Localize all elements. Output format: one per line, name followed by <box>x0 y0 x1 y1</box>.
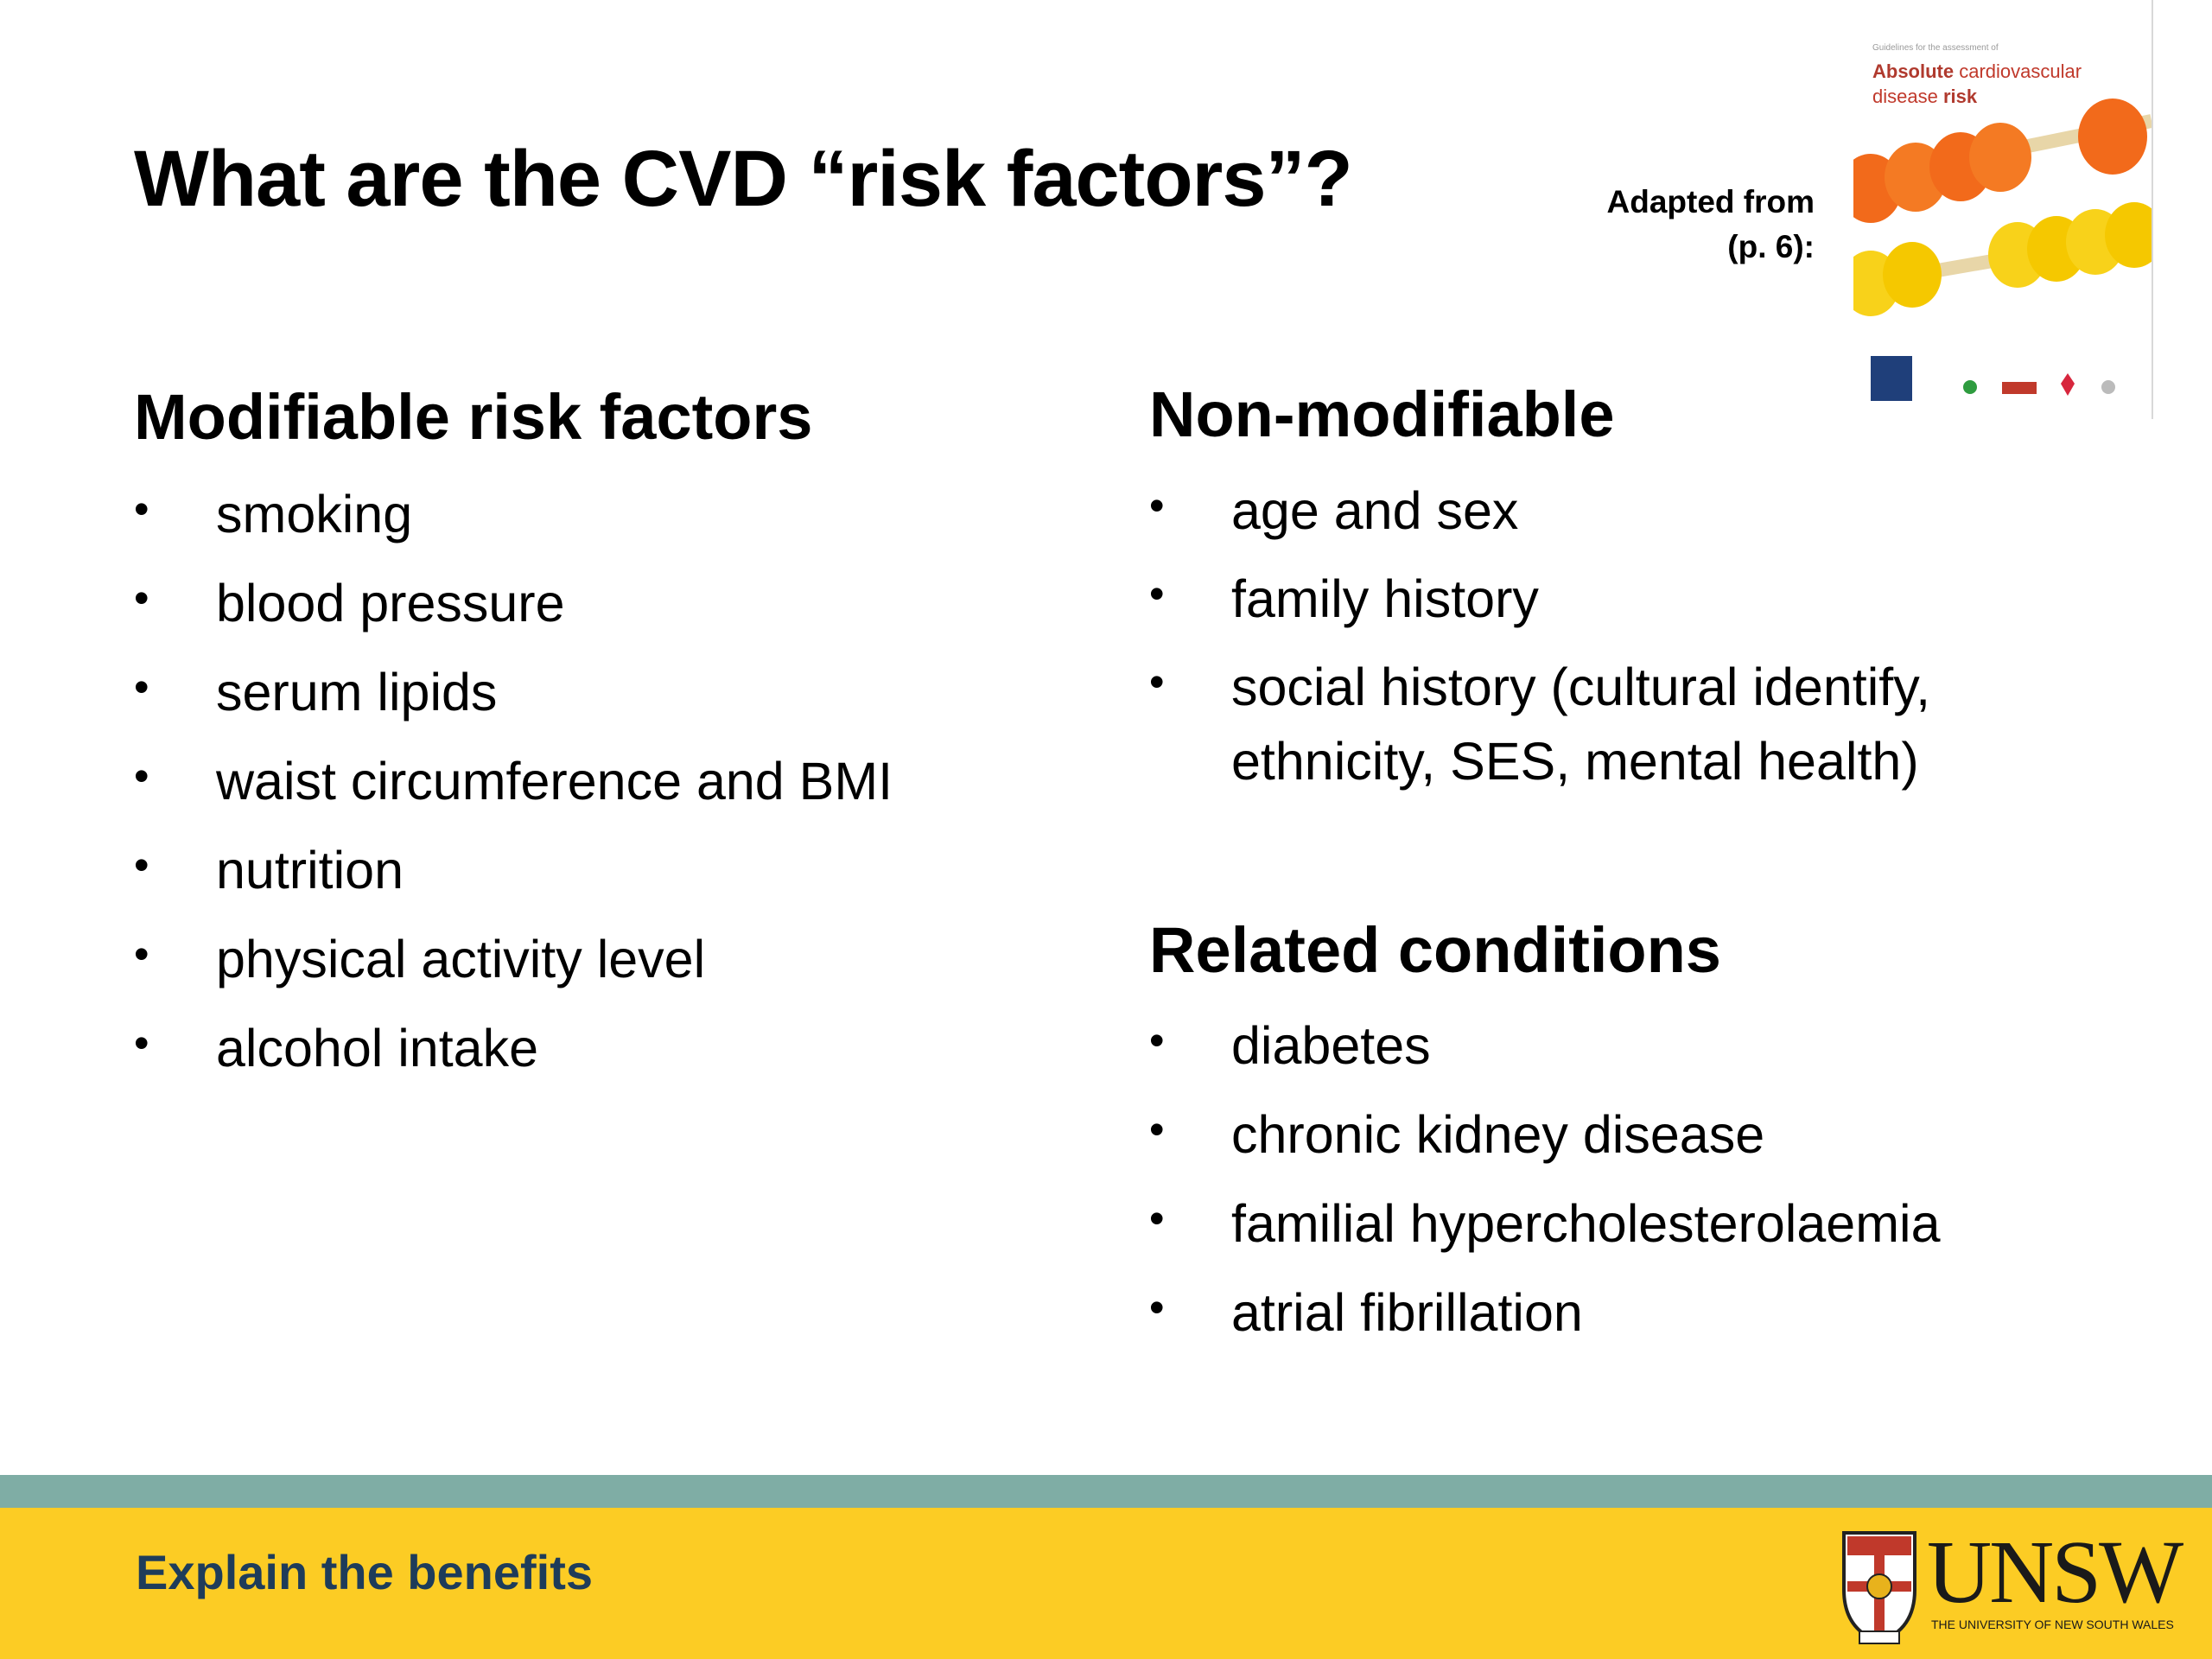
cover-title-bold-1: Absolute <box>1872 60 1955 82</box>
related-conditions-list: • diabetes • chronic kidney disease • famil… <box>1149 1015 1941 1371</box>
unsw-crest-icon <box>1842 1531 1916 1644</box>
unsw-subtitle: THE UNIVERSITY OF NEW SOUTH WALES <box>1931 1618 2174 1631</box>
list-item-text: nutrition <box>216 841 404 899</box>
list-item-text: diabetes <box>1231 1016 1431 1075</box>
list-item-text: age and sex <box>1231 481 1519 540</box>
list-item: • waist circumference and BMI <box>134 751 893 840</box>
list-item-text: alcohol intake <box>216 1019 539 1077</box>
bullet: • <box>134 1019 149 1067</box>
bullet: • <box>1149 1283 1165 1332</box>
list-item-text: social history (cultural identify, <box>1231 658 1931 716</box>
bullet: • <box>134 841 149 889</box>
bullet: • <box>134 930 149 978</box>
cover-title-bold-2: risk <box>1942 86 1978 107</box>
list-item: • physical activity level <box>134 929 893 1018</box>
list-item-text: familial hypercholesterolaemia <box>1231 1194 1941 1253</box>
cover-small-text: Guidelines for the assessment of <box>1872 43 1999 53</box>
bullet: • <box>134 485 149 533</box>
bullet: • <box>1149 569 1165 618</box>
bullet: • <box>134 574 149 622</box>
list-item-text: physical activity level <box>216 930 706 988</box>
cover-title-rest-1: cardiovascular <box>1954 60 2082 82</box>
list-item-continuation: ethnicity, SES, mental health) <box>1231 731 1930 805</box>
cover-partner-logos <box>1871 356 2115 401</box>
footer-text: Explain the benefits <box>136 1545 593 1599</box>
list-item: • diabetes <box>1149 1015 1941 1104</box>
adapted-line-1: Adapted from <box>1606 184 1815 219</box>
list-item: • family history <box>1149 569 1930 657</box>
orange-beads <box>1853 99 2147 223</box>
list-item: • social history (cultural identify, <box>1149 657 1931 731</box>
list-item-text: atrial fibrillation <box>1231 1283 1583 1342</box>
list-item-text: blood pressure <box>216 574 565 632</box>
list-item-text: serum lipids <box>216 663 498 721</box>
bullet: • <box>1149 481 1165 530</box>
list-item: • blood pressure <box>134 573 893 662</box>
cover-title: Absolute cardiovascular disease risk <box>1872 59 2082 109</box>
non-modifiable-heading: Non-modifiable <box>1149 378 1615 450</box>
bullet: • <box>1149 658 1165 706</box>
list-item: • smoking <box>134 484 893 573</box>
bullet: • <box>1149 1194 1165 1243</box>
list-item: • age and sex <box>1149 480 1930 569</box>
list-item: • atrial fibrillation <box>1149 1282 1941 1371</box>
list-item: • familial hypercholesterolaemia <box>1149 1193 1941 1282</box>
list-item: • chronic kidney disease <box>1149 1104 1941 1193</box>
unsw-wordmark: UNSW <box>1927 1522 2183 1622</box>
non-modifiable-list: • age and sex • family history • social his… <box>1149 480 1931 805</box>
list-item-text: waist circumference and BMI <box>216 752 893 810</box>
unsw-logo: UNSW THE UNIVERSITY OF NEW SOUTH WALES <box>1836 1521 2183 1650</box>
slide-title: What are the CVD “risk factors”? <box>134 135 1353 223</box>
bullet: • <box>134 752 149 800</box>
abacus-illustration <box>1853 99 2152 401</box>
bullet: • <box>134 663 149 711</box>
list-item-text: chronic kidney disease <box>1231 1105 1765 1164</box>
list-item: • serum lipids <box>134 662 893 751</box>
related-conditions-heading: Related conditions <box>1149 914 1721 986</box>
adapted-from-note: Adapted from (p. 6): <box>1607 180 1815 270</box>
list-item-text: family history <box>1231 569 1539 628</box>
yellow-beads <box>1853 202 2152 316</box>
cover-title-rest-2: disease <box>1872 86 1943 107</box>
adapted-line-2: (p. 6): <box>1727 229 1815 264</box>
list-item-text: ethnicity, SES, mental health) <box>1231 732 1919 791</box>
footer-teal-bar <box>0 1475 2212 1508</box>
bullet: • <box>1149 1105 1165 1154</box>
modifiable-list: • smoking • blood pressure • serum lipids •… <box>134 484 893 1107</box>
guidelines-cover-image: Guidelines for the assessment of Absolut… <box>1853 0 2153 419</box>
list-item-text: smoking <box>216 485 413 543</box>
modifiable-heading: Modifiable risk factors <box>134 381 813 453</box>
list-item: • alcohol intake <box>134 1018 893 1107</box>
bullet: • <box>1149 1016 1165 1065</box>
list-item: • nutrition <box>134 840 893 929</box>
